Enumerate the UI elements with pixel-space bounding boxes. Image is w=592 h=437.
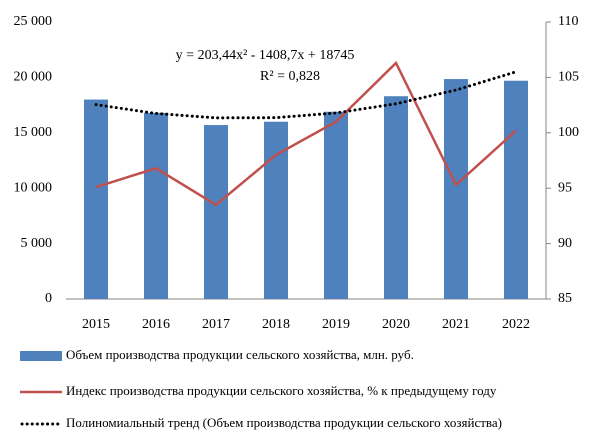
y-tick-label: 25 000 <box>14 14 53 29</box>
trend-line <box>94 70 518 120</box>
bar <box>264 121 288 299</box>
x-tick-label: 2015 <box>82 317 110 332</box>
x-tick-label: 2019 <box>322 317 350 332</box>
r-squared: R² = 0,828 <box>260 69 320 84</box>
legend-swatch <box>20 351 62 361</box>
x-tick-label: 2020 <box>382 317 410 332</box>
bar <box>204 125 228 299</box>
y-tick-label: 5 000 <box>21 236 53 251</box>
legend-label: Полиномиальный тренд (Объем производства… <box>66 415 502 430</box>
x-tick-label: 2017 <box>202 317 230 332</box>
legend-label: Индекс производства продукции сельского … <box>66 383 497 398</box>
y2-tick-label: 90 <box>558 236 572 251</box>
bar <box>324 111 348 299</box>
x-tick-label: 2016 <box>142 317 170 332</box>
bar <box>384 96 408 300</box>
y-tick-label: 20 000 <box>14 70 53 85</box>
bar <box>144 112 168 299</box>
y-tick-label: 10 000 <box>14 180 53 195</box>
x-tick-label: 2021 <box>442 317 470 332</box>
y2-tick-label: 100 <box>558 125 579 140</box>
y2-tick-label: 95 <box>558 180 572 195</box>
y-tick-label: 15 000 <box>14 125 53 140</box>
y2-tick-label: 110 <box>558 14 578 29</box>
bar <box>444 79 468 299</box>
x-tick-label: 2018 <box>262 317 290 332</box>
x-tick-label: 2022 <box>502 317 530 332</box>
bar <box>504 80 528 299</box>
bar <box>84 99 108 299</box>
y-tick-label: 0 <box>45 291 52 306</box>
y2-tick-label: 105 <box>558 70 579 85</box>
index-line <box>95 60 517 207</box>
trend-equation: y = 203,44x² - 1408,7x + 18745 <box>176 48 355 63</box>
legend-label: Объем производства продукции сельского х… <box>66 347 414 362</box>
y2-tick-label: 85 <box>558 291 572 306</box>
